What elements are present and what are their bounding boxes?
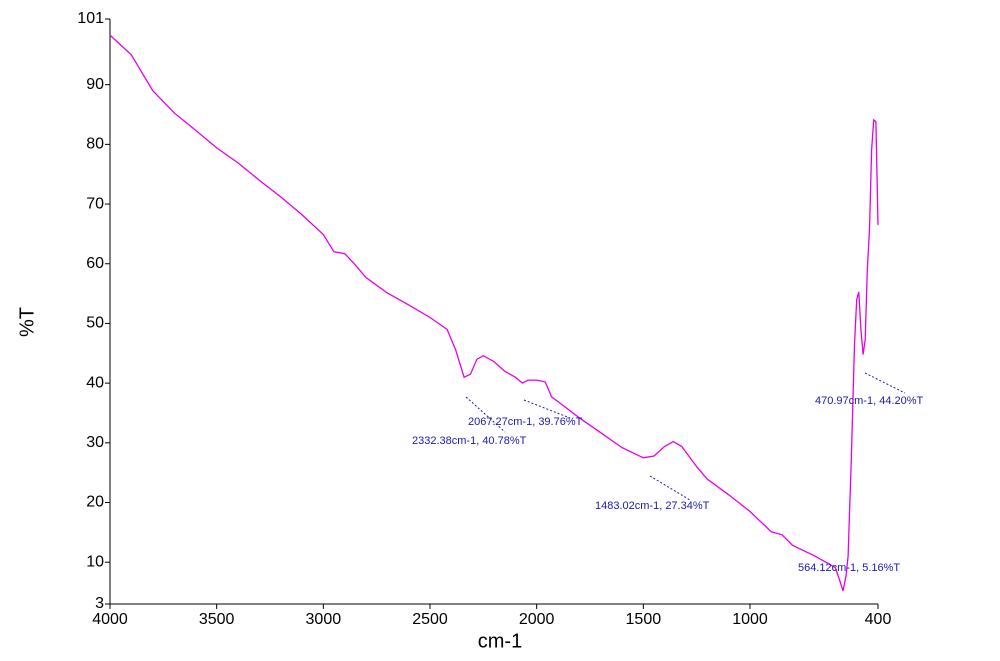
y-tick-label: 70 [86,195,104,212]
x-tick-label: 3500 [199,611,235,628]
x-tick-label: 400 [865,611,892,628]
x-axis-label: cm-1 [478,630,522,652]
annotation: 2332.38cm-1, 40.78%T [412,435,527,447]
y-tick-label: 80 [86,136,104,153]
x-tick-label: 2000 [519,611,555,628]
annotation-leader [649,475,691,501]
y-tick-label: 40 [86,374,104,391]
annotation: 2067.27cm-1, 39.76%T [468,416,583,428]
y-tick-label: 20 [86,494,104,511]
annotation: 470.97cm-1, 44.20%T [815,395,924,407]
y-tick-label: 90 [86,76,104,93]
x-tick-label: 3000 [306,611,342,628]
x-tick-label: 2500 [412,611,448,628]
x-tick-label: 1500 [626,611,662,628]
y-axis-label: %T [16,307,38,337]
annotation-leader [864,372,906,394]
y-tick-label: 101 [77,10,104,27]
annotation-leader [523,399,571,419]
annotation: 1483.02cm-1, 27.34%T [595,500,710,512]
y-tick-label: 50 [86,315,104,332]
x-tick-label: 4000 [92,611,128,628]
y-tick-label: 60 [86,255,104,272]
y-tick-label: 10 [86,553,104,570]
annotation-leader [465,396,506,433]
spectrum-line [109,34,879,592]
annotation: 564.12cm-1, 5.16%T [798,562,900,574]
x-tick-label: 1000 [732,611,768,628]
y-tick-label: 3 [95,595,104,612]
y-tick-label: 30 [86,434,104,451]
